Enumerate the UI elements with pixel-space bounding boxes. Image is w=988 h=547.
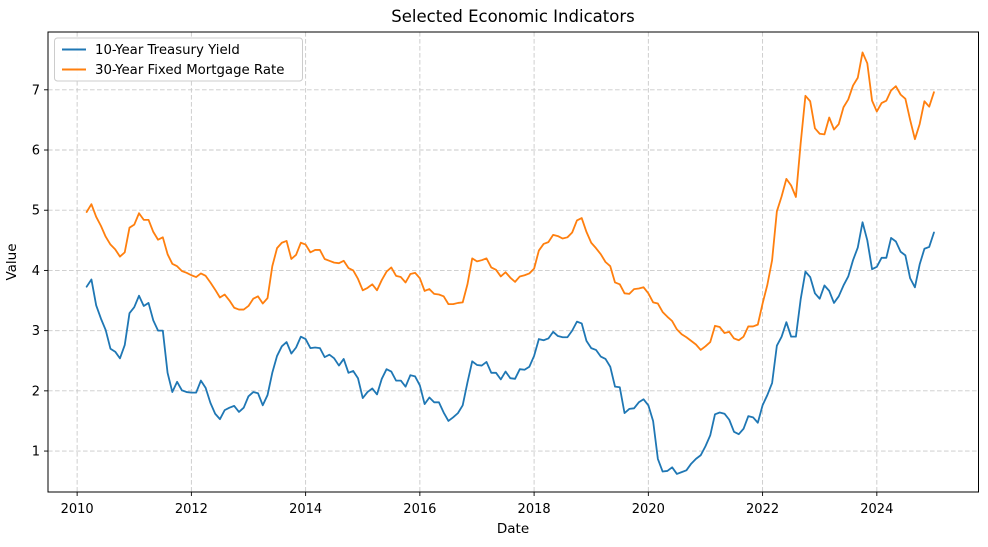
x-tick-label-2014: 2014	[289, 502, 322, 517]
y-axis-label: Value	[4, 243, 20, 280]
chart-title: Selected Economic Indicators	[391, 7, 634, 26]
y-tick-label-7: 7	[32, 83, 40, 98]
axis-ticks	[44, 89, 878, 496]
legend: 10-Year Treasury Yield 30-Year Fixed Mor…	[54, 37, 303, 82]
y-tick-label-5: 5	[32, 204, 40, 219]
y-tick-label-2: 2	[32, 384, 40, 399]
gridlines	[48, 32, 979, 492]
y-tick-label-1: 1	[32, 445, 40, 460]
y-tick-label-3: 3	[32, 324, 40, 339]
series-lines	[85, 51, 935, 475]
x-axis-label: Date	[497, 521, 529, 537]
series-line-10-year-treasury-yield	[85, 221, 935, 475]
legend-box	[54, 37, 303, 82]
x-tick-label-2010: 2010	[61, 502, 94, 517]
x-tick-label-2022: 2022	[746, 502, 779, 517]
legend-label-mortgage: 30-Year Fixed Mortgage Rate	[95, 63, 284, 78]
x-tick-label-2018: 2018	[518, 502, 551, 517]
legend-label-treasury: 10-Year Treasury Yield	[95, 43, 240, 58]
y-tick-label-6: 6	[32, 144, 40, 159]
x-tick-label-2016: 2016	[403, 502, 436, 517]
x-tick-label-2012: 2012	[175, 502, 208, 517]
x-tick-label-2024: 2024	[860, 502, 893, 517]
y-tick-label-4: 4	[32, 264, 40, 279]
y-tick-labels: 1 2 3 4 5 6 7	[32, 83, 40, 459]
x-tick-label-2020: 2020	[632, 502, 665, 517]
plot-border	[47, 31, 979, 493]
series-line-30-year-fixed-mortgage-rate	[85, 51, 935, 351]
x-tick-labels: 2010 2012 2014 2016 2018 2020 2022 2024	[61, 502, 894, 517]
